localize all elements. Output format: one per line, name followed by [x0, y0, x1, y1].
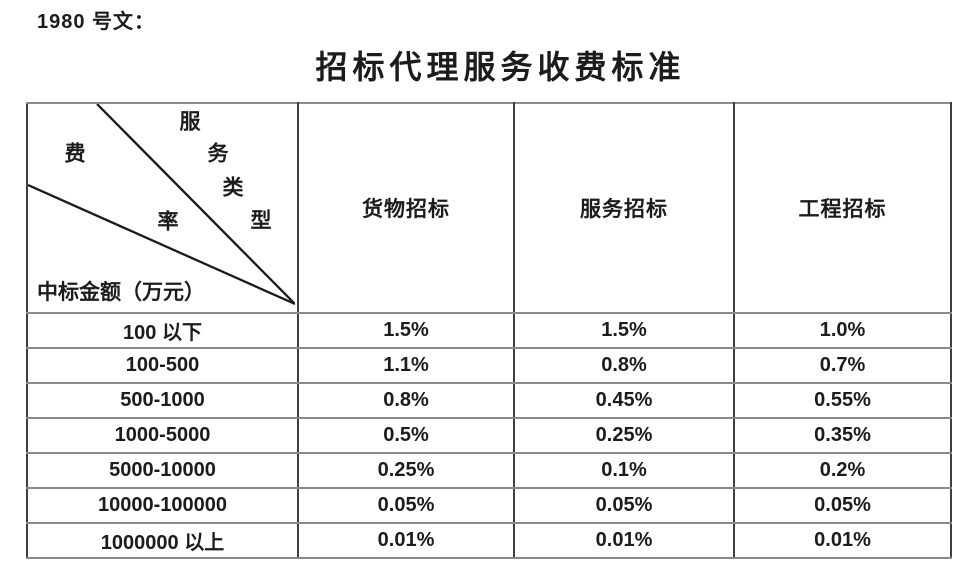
table-row: 10000-100000 0.05% 0.05% 0.05%	[26, 487, 952, 524]
col-header-works: 工程招标	[733, 102, 952, 314]
fee-cell: 0.05%	[513, 487, 735, 524]
table-row: 1000000 以上 0.01% 0.01% 0.01%	[26, 522, 952, 559]
fee-cell: 0.05%	[297, 487, 515, 524]
table-row: 1000-5000 0.5% 0.25% 0.35%	[26, 417, 952, 454]
diagonal-split-lines	[29, 105, 295, 306]
amount-range-cell: 10000-100000	[26, 487, 299, 524]
amount-range-cell: 1000000 以上	[26, 522, 299, 559]
fee-cell: 0.8%	[297, 382, 515, 419]
fee-cell: 0.25%	[297, 452, 515, 489]
corner-type-char-3: 类	[222, 175, 244, 200]
col-header-services: 服务招标	[513, 102, 735, 314]
fee-cell: 0.01%	[513, 522, 735, 559]
header-row: 服 务 类 型 费 率 中标金额（万元） 货物招标 服务招标 工程招标	[26, 102, 952, 314]
table-row: 500-1000 0.8% 0.45% 0.55%	[26, 382, 952, 419]
table-row: 100 以下 1.5% 1.5% 1.0%	[26, 312, 952, 349]
fee-cell: 0.45%	[513, 382, 735, 419]
fee-cell: 1.0%	[733, 312, 952, 349]
corner-fee-char-2: 率	[157, 209, 179, 234]
fee-cell: 1.5%	[513, 312, 735, 349]
fee-cell: 0.05%	[733, 487, 952, 524]
corner-amount-label: 中标金额（万元）	[37, 280, 205, 304]
fee-cell: 0.1%	[513, 452, 735, 489]
fee-cell: 0.7%	[733, 347, 952, 384]
corner-header-cell: 服 务 类 型 费 率 中标金额（万元）	[26, 102, 299, 314]
fee-cell: 1.5%	[297, 312, 515, 349]
fee-cell: 0.5%	[297, 417, 515, 454]
diagonal-line-lower	[29, 184, 295, 306]
table-row: 5000-10000 0.25% 0.1% 0.2%	[26, 452, 952, 489]
fee-cell: 0.35%	[733, 417, 952, 454]
amount-range-cell: 100 以下	[26, 312, 299, 349]
fee-table: 服 务 类 型 费 率 中标金额（万元） 货物招标 服务招标 工程招标 100 …	[26, 102, 952, 559]
fee-cell: 0.01%	[733, 522, 952, 559]
amount-range-cell: 500-1000	[26, 382, 299, 419]
fee-cell: 0.8%	[513, 347, 735, 384]
corner-type-char-2: 务	[207, 141, 229, 166]
fee-cell: 0.2%	[733, 452, 952, 489]
corner-type-char-4: 型	[250, 208, 272, 233]
corner-fee-char-1: 费	[64, 141, 86, 166]
amount-range-cell: 100-500	[26, 347, 299, 384]
fee-cell: 0.01%	[297, 522, 515, 559]
table-row: 100-500 1.1% 0.8% 0.7%	[26, 347, 952, 384]
page-title: 招标代理服务收费标准	[315, 49, 686, 85]
fee-cell: 0.25%	[513, 417, 735, 454]
diagonal-line-upper	[96, 105, 295, 305]
col-header-goods: 货物招标	[297, 102, 515, 314]
fee-cell: 1.1%	[297, 347, 515, 384]
doc-ref-label: 1980 号文：	[37, 11, 156, 33]
amount-range-cell: 1000-5000	[26, 417, 299, 454]
fee-cell: 0.55%	[733, 382, 952, 419]
amount-range-cell: 5000-10000	[26, 452, 299, 489]
corner-type-char-1: 服	[179, 109, 201, 134]
